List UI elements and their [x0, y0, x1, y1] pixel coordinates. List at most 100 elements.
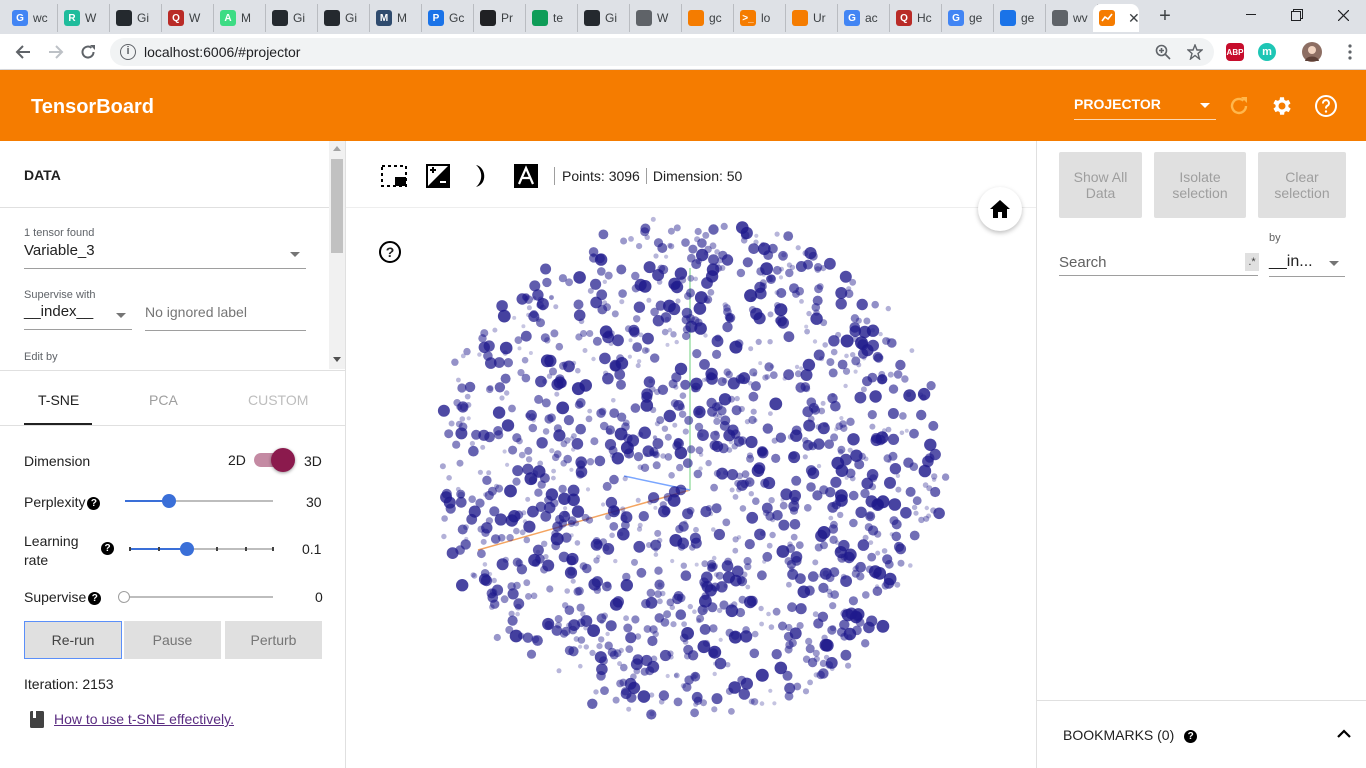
embedding-point[interactable] — [581, 513, 590, 522]
embedding-point[interactable] — [797, 585, 811, 599]
embedding-point[interactable] — [664, 254, 669, 259]
embedding-point[interactable] — [772, 607, 781, 616]
embedding-point[interactable] — [713, 417, 721, 425]
embedding-point[interactable] — [750, 408, 757, 415]
browser-tab[interactable]: Q Hc — [890, 4, 942, 32]
embedding-point[interactable] — [563, 360, 575, 373]
embedding-point[interactable] — [594, 455, 606, 467]
embedding-point[interactable] — [759, 701, 765, 706]
embedding-point[interactable] — [646, 709, 657, 720]
embedding-point[interactable] — [458, 422, 468, 432]
embedding-point[interactable] — [602, 543, 615, 555]
embedding-point[interactable] — [805, 465, 817, 476]
embedding-point[interactable] — [665, 673, 670, 679]
embedding-point[interactable] — [571, 438, 584, 450]
embedding-point[interactable] — [544, 620, 553, 630]
embedding-point[interactable] — [901, 375, 909, 383]
embedding-point[interactable] — [780, 488, 793, 501]
embedding-point[interactable] — [490, 534, 501, 544]
embedding-point[interactable] — [759, 282, 767, 291]
embedding-point[interactable] — [909, 530, 920, 541]
embedding-point[interactable] — [650, 307, 659, 317]
embedding-point[interactable] — [513, 581, 521, 590]
embedding-point[interactable] — [762, 374, 769, 381]
embedding-point[interactable] — [696, 614, 705, 623]
embedding-point[interactable] — [807, 571, 819, 582]
embedding-point[interactable] — [522, 463, 534, 475]
embedding-point[interactable] — [692, 609, 697, 614]
embedding-point[interactable] — [830, 590, 839, 599]
embedding-point[interactable] — [652, 461, 661, 470]
embedding-point[interactable] — [909, 428, 919, 439]
embedding-point[interactable] — [735, 374, 746, 384]
embedding-point[interactable] — [602, 581, 612, 592]
embedding-point[interactable] — [623, 615, 629, 622]
regex-toggle-button[interactable]: .* — [1245, 253, 1259, 271]
embedding-point[interactable] — [701, 560, 709, 568]
embedding-point[interactable] — [654, 566, 663, 575]
embedding-point[interactable] — [687, 445, 696, 454]
embedding-point[interactable] — [827, 592, 833, 599]
embedding-point[interactable] — [667, 227, 675, 235]
embedding-point[interactable] — [573, 520, 580, 527]
embedding-point[interactable] — [765, 511, 775, 521]
embedding-point[interactable] — [745, 584, 751, 590]
embedding-point[interactable] — [609, 532, 615, 539]
close-window-button[interactable] — [1320, 0, 1366, 30]
embedding-point[interactable] — [694, 291, 708, 304]
embedding-point[interactable] — [812, 649, 820, 657]
embedding-point[interactable] — [716, 607, 723, 614]
embedding-point[interactable] — [571, 382, 585, 396]
chevron-up-icon[interactable] — [1335, 725, 1353, 743]
embedding-point[interactable] — [494, 513, 507, 526]
perplexity-slider[interactable] — [125, 494, 273, 508]
embedding-point[interactable] — [840, 424, 848, 432]
embedding-point[interactable] — [869, 423, 876, 430]
embedding-point[interactable] — [674, 339, 679, 345]
embedding-point[interactable] — [503, 358, 513, 368]
embedding-point[interactable] — [477, 549, 486, 559]
embedding-point[interactable] — [839, 270, 852, 283]
embedding-point[interactable] — [752, 372, 757, 377]
embedding-point[interactable] — [771, 437, 778, 444]
embedding-point[interactable] — [455, 486, 461, 492]
embedding-point[interactable] — [827, 625, 837, 635]
embedding-point[interactable] — [560, 440, 568, 448]
embedding-point[interactable] — [590, 538, 603, 551]
embedding-point[interactable] — [653, 253, 659, 259]
embedding-point[interactable] — [872, 586, 883, 596]
embedding-point[interactable] — [591, 253, 596, 258]
embedding-point[interactable] — [587, 287, 594, 294]
embedding-point[interactable] — [807, 657, 818, 668]
embedding-point[interactable] — [675, 298, 681, 304]
embedding-point[interactable] — [755, 338, 762, 345]
embedding-point[interactable] — [785, 623, 793, 632]
embedding-point[interactable] — [694, 562, 699, 567]
embedding-point[interactable] — [888, 451, 898, 461]
embedding-point[interactable] — [813, 349, 825, 361]
embedding-point[interactable] — [604, 581, 612, 588]
embedding-point[interactable] — [554, 615, 563, 623]
embedding-point[interactable] — [699, 359, 710, 370]
embedding-point[interactable] — [842, 608, 848, 613]
embedding-point[interactable] — [926, 485, 933, 492]
embedding-point[interactable] — [582, 348, 588, 353]
embedding-point[interactable] — [695, 407, 703, 416]
embedding-point[interactable] — [507, 582, 516, 591]
embedding-point[interactable] — [469, 440, 475, 447]
embedding-point[interactable] — [776, 288, 787, 298]
embedding-point[interactable] — [824, 257, 836, 270]
embedding-point[interactable] — [657, 598, 663, 605]
embedding-point[interactable] — [673, 400, 684, 411]
browser-tab[interactable]: Ur — [786, 4, 838, 32]
embedding-point[interactable] — [930, 507, 937, 514]
embedding-point[interactable] — [739, 505, 747, 512]
embedding-point[interactable] — [709, 624, 718, 633]
embedding-point[interactable] — [628, 338, 633, 343]
embedding-point[interactable] — [504, 390, 510, 396]
embedding-point[interactable] — [744, 563, 752, 571]
embedding-point[interactable] — [840, 575, 852, 587]
embedding-point[interactable] — [697, 238, 707, 248]
embedding-point[interactable] — [711, 335, 724, 348]
